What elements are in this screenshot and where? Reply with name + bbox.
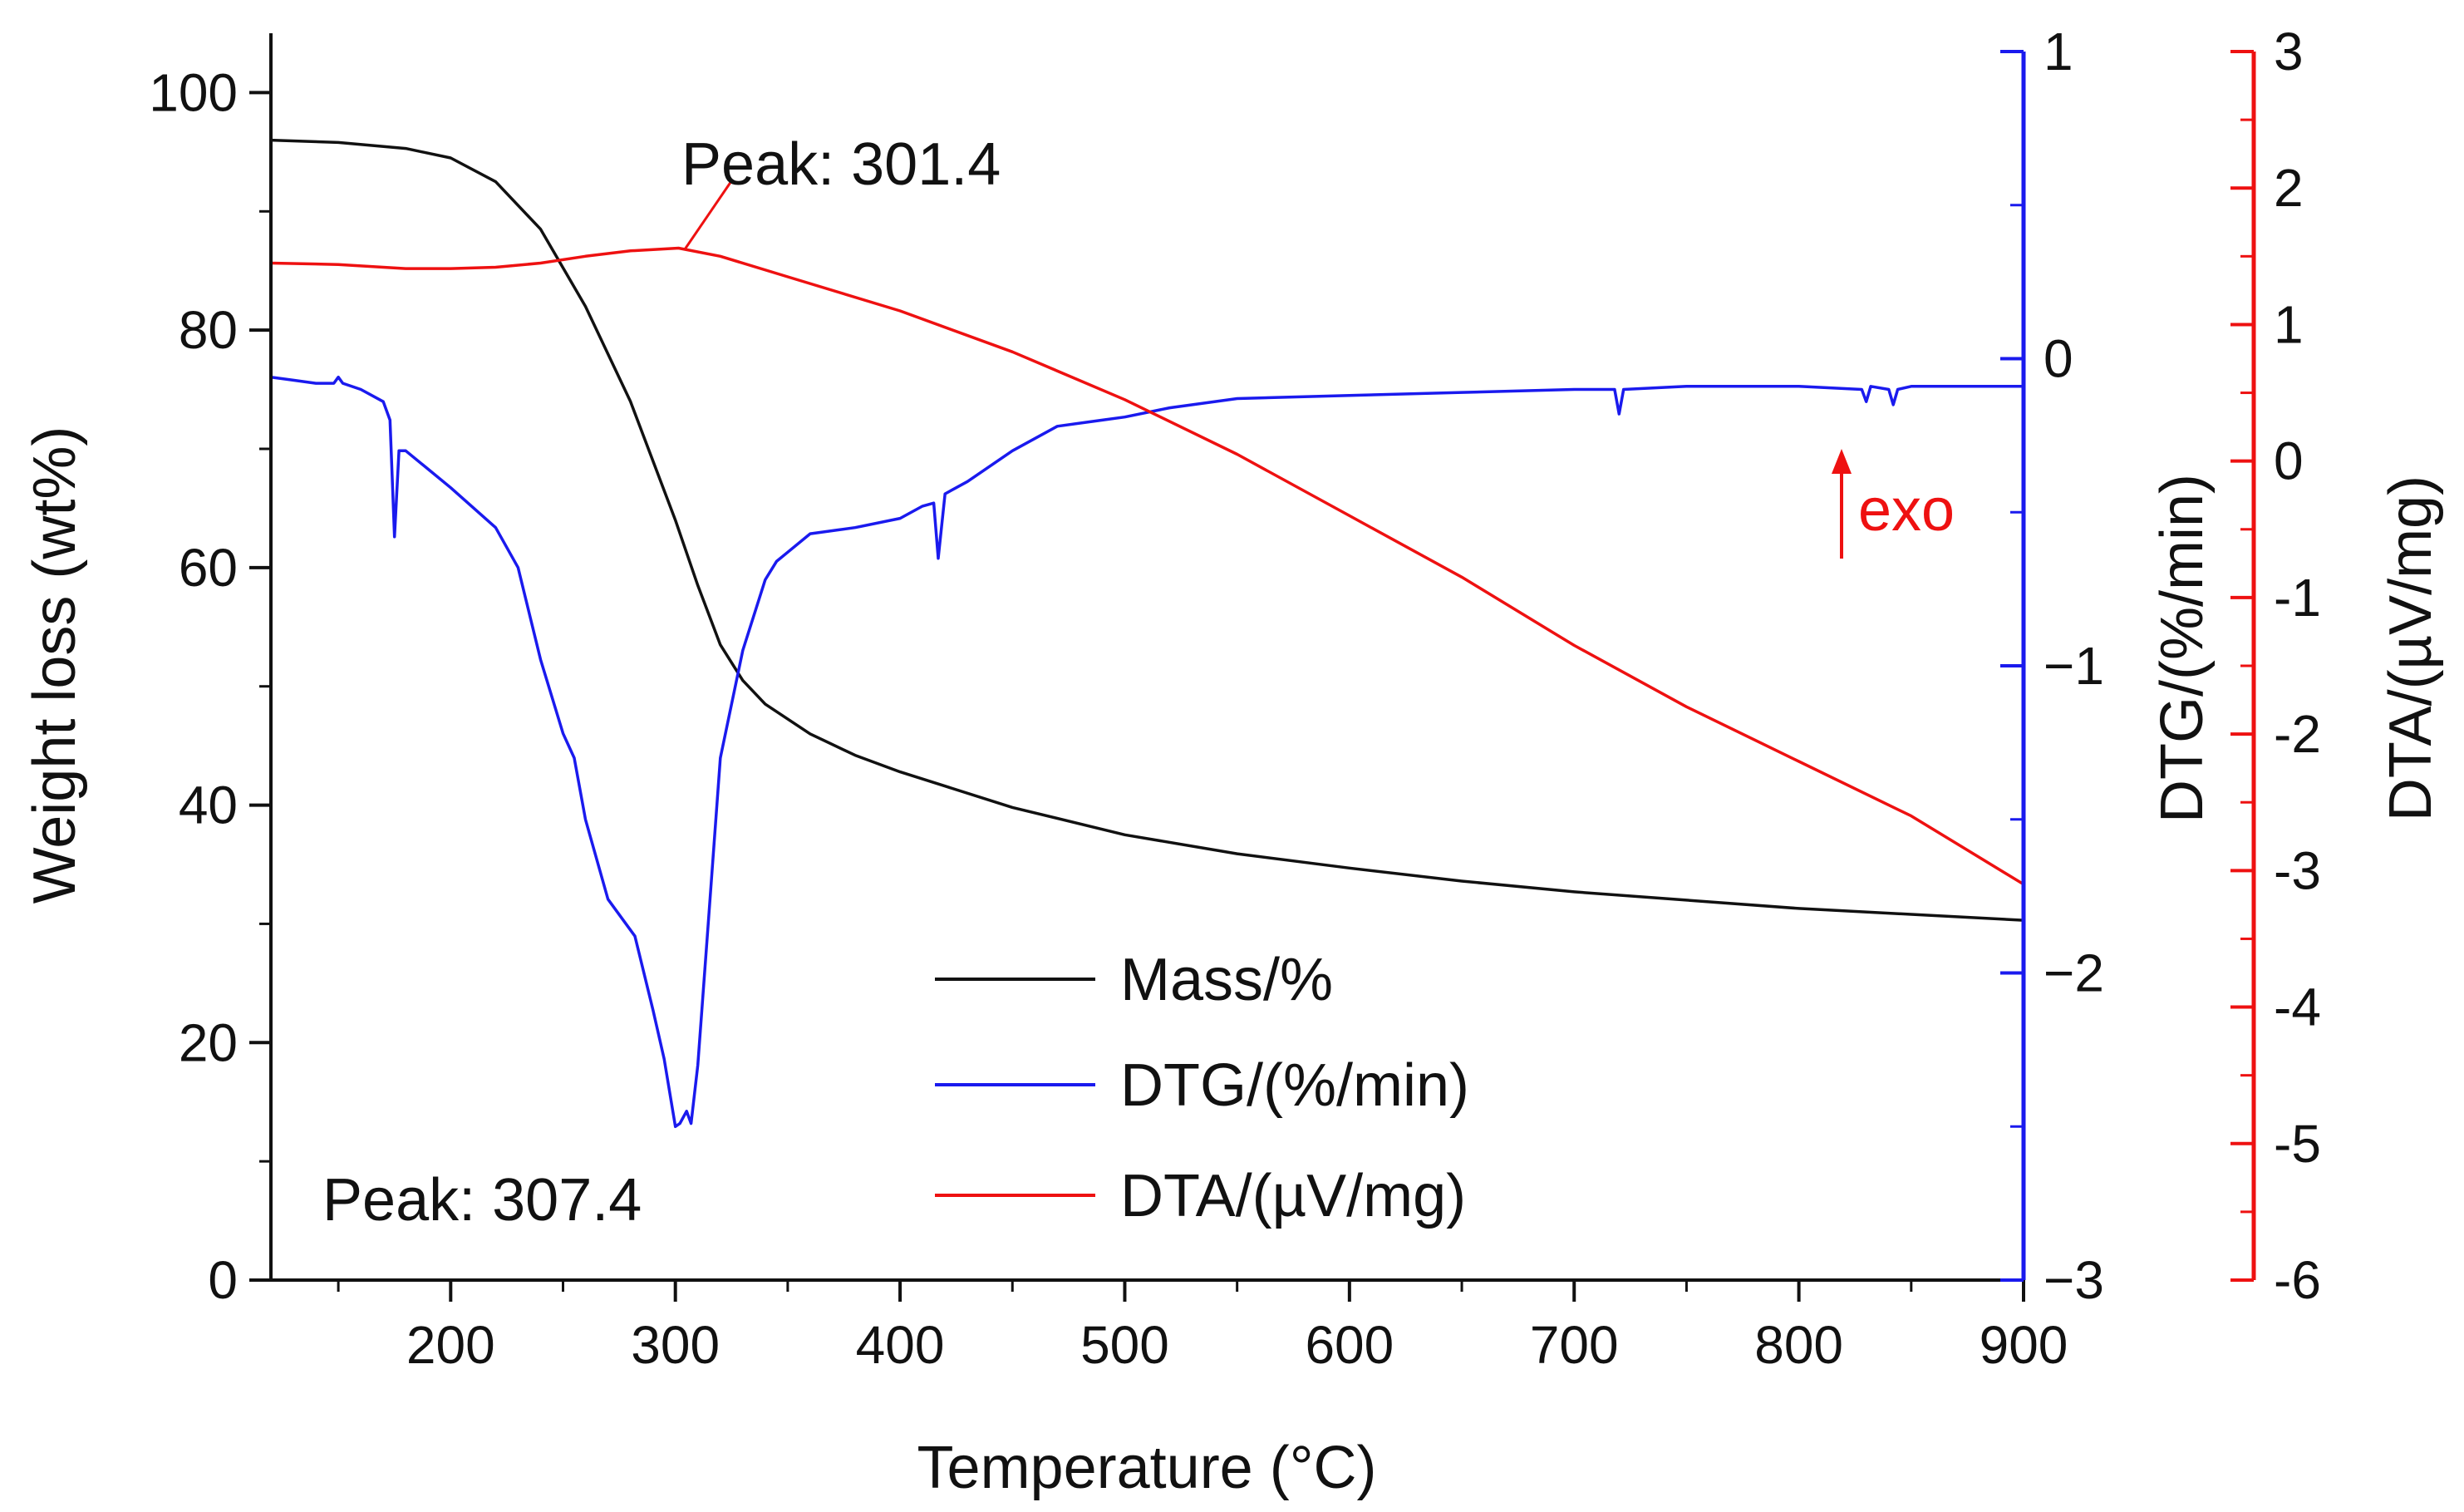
dta-tick-label: 3 (2274, 22, 2304, 81)
x-tick-label: 700 (1530, 1315, 1619, 1375)
dtg-peak-label: Peak: 307.4 (322, 1167, 642, 1234)
dtg-tick-label: 1 (2043, 22, 2073, 81)
dtg-tick-label: −1 (2043, 636, 2104, 696)
legend-label-dta: DTA/(µV/mg) (1120, 1163, 1466, 1229)
dta-tick-label: -2 (2274, 704, 2321, 764)
dta-tick-label: 2 (2274, 158, 2304, 218)
dtg-tick-label: −3 (2043, 1250, 2104, 1310)
left-tick-label: 100 (149, 62, 238, 122)
x-tick-label: 200 (406, 1315, 495, 1375)
dta-peak-label: Peak: 301.4 (681, 131, 1001, 198)
legend-label-mass: Mass/% (1120, 947, 1333, 1013)
left-axis-title: Weight loss (wt%) (22, 426, 88, 904)
left-tick-label: 20 (179, 1012, 238, 1072)
dta-tick-label: -6 (2274, 1250, 2321, 1310)
left-tick-label: 0 (208, 1250, 238, 1310)
dta-axis-title: DTA/(µV/mg) (2378, 475, 2444, 821)
x-tick-label: 900 (1980, 1315, 2068, 1375)
left-tick-label: 60 (179, 538, 238, 598)
exo-label: exo (1858, 477, 1955, 544)
axes-layer (249, 33, 2256, 1302)
dta-series-line (271, 246, 2024, 886)
legend-label-dtg: DTG/(%/min) (1120, 1052, 1469, 1119)
exo-arrow-head-icon (1832, 449, 1852, 474)
x-axis-title: Temperature (°C) (917, 1435, 1377, 1501)
dtg-series-line (271, 375, 2024, 1129)
left-tick-label: 40 (179, 776, 238, 835)
dta-tick-label: 1 (2274, 294, 2304, 354)
dta-peak-leader-line (683, 180, 733, 250)
dta-tick-label: -3 (2274, 840, 2321, 900)
dtg-tick-label: −2 (2043, 943, 2104, 1003)
exo-indicator: exo (1832, 449, 1955, 559)
series-layer (271, 138, 2024, 1129)
left-tick-label: 80 (179, 300, 238, 360)
dta-tick-label: -5 (2274, 1114, 2321, 1174)
dtg-tick-label: 0 (2043, 329, 2073, 389)
mass-series-line (271, 138, 2024, 922)
labels-layer: 200 300 400 500 600 700 800 900020406080100−3−2… (149, 22, 2321, 1375)
dtg-axis-title: DTG/(%/min) (2149, 474, 2216, 823)
dta-tick-label: -1 (2274, 568, 2321, 628)
x-tick-label: 600 (1305, 1315, 1394, 1375)
x-tick-label: 400 (856, 1315, 945, 1375)
legend: Mass/% DTG/(%/min) DTA/(µV/mg) (935, 947, 1469, 1229)
x-tick-label: 800 (1754, 1315, 1843, 1375)
dta-tick-label: -4 (2274, 978, 2321, 1037)
x-tick-label: 300 (631, 1315, 720, 1375)
dta-tick-label: 0 (2274, 431, 2304, 491)
x-tick-label: 500 (1080, 1315, 1169, 1375)
